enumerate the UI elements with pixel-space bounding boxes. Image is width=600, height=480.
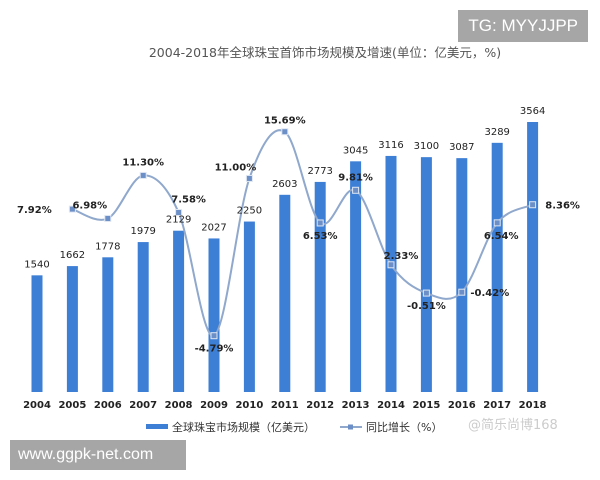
x-tick-2018: 2018 — [519, 400, 547, 411]
x-tick-2006: 2006 — [94, 400, 122, 411]
growth-label-2009: -4.79% — [195, 344, 234, 355]
x-tick-2013: 2013 — [342, 400, 370, 411]
growth-point-2006 — [104, 214, 112, 222]
x-tick-2007: 2007 — [129, 400, 157, 411]
bar-label-2014: 3116 — [378, 140, 403, 151]
growth-label-2010: 11.00% — [215, 162, 257, 173]
bar-2007 — [137, 242, 149, 392]
bar-2016 — [456, 158, 468, 392]
growth-label-2015: -0.51% — [407, 301, 446, 312]
growth-point-2008 — [175, 209, 183, 217]
x-tick-2014: 2014 — [377, 400, 405, 411]
growth-point-2016 — [458, 288, 466, 296]
bar-label-2006: 1778 — [95, 241, 120, 252]
bar-label-2005: 1662 — [60, 250, 85, 261]
growth-point-2017 — [493, 219, 501, 227]
growth-point-2014 — [387, 261, 395, 269]
bar-2012 — [314, 181, 326, 392]
growth-label-2007: 11.30% — [122, 157, 164, 168]
x-tick-2008: 2008 — [165, 400, 193, 411]
legend-bar-swatch — [146, 424, 168, 429]
growth-point-2015 — [422, 289, 430, 297]
watermark-bottom: www.ggpk-net.com — [10, 440, 186, 470]
growth-label-2017: 6.54% — [484, 231, 519, 242]
bar-2013 — [350, 161, 362, 392]
bar-2018 — [527, 122, 539, 392]
bar-label-2011: 2603 — [272, 179, 297, 190]
bar-2015 — [420, 157, 432, 392]
legend-line-marker — [348, 424, 353, 430]
growth-point-2005 — [68, 205, 76, 213]
bar-2011 — [279, 194, 291, 392]
watermark-source: @简乐尚博168 — [468, 418, 558, 433]
bar-2014 — [385, 155, 397, 392]
legend: 全球珠宝市场规模（亿美元） 同比增长（%） — [146, 420, 442, 434]
bar-label-2004: 1540 — [24, 259, 49, 270]
x-tick-2010: 2010 — [235, 400, 263, 411]
bar-2004 — [31, 275, 43, 392]
bar-label-2016: 3087 — [449, 142, 474, 153]
growth-point-2009 — [210, 332, 218, 340]
growth-point-2018 — [529, 201, 537, 209]
growth-label-2013: 9.81% — [338, 172, 373, 183]
x-tick-2016: 2016 — [448, 400, 476, 411]
bar-label-2018: 3564 — [520, 106, 545, 117]
growth-point-2007 — [139, 171, 147, 179]
growth-point-2010 — [245, 174, 253, 182]
growth-point-2011 — [281, 128, 289, 136]
x-tick-2005: 2005 — [58, 400, 86, 411]
watermark-top: TG: MYYJJPP — [458, 10, 588, 42]
growth-label-2018: 8.36% — [545, 201, 580, 212]
chart-title: 2004-2018年全球珠宝首饰市场规模及增速(单位：亿美元，%) — [149, 45, 501, 60]
bar-label-2012: 2773 — [307, 166, 332, 177]
bar-label-2017: 3289 — [484, 127, 509, 138]
growth-point-2013 — [352, 186, 360, 194]
growth-label-2005: 7.92% — [17, 205, 52, 216]
bar-2017 — [491, 142, 503, 392]
bar-2006 — [102, 257, 114, 392]
bar-label-2007: 1979 — [130, 226, 155, 237]
bar-label-2010: 2250 — [237, 206, 262, 217]
x-tick-2017: 2017 — [483, 400, 511, 411]
bar-2005 — [66, 266, 78, 392]
x-tick-2009: 2009 — [200, 400, 228, 411]
growth-point-2012 — [316, 219, 324, 227]
bar-label-2008: 2129 — [166, 215, 191, 226]
legend-bar-label: 全球珠宝市场规模（亿美元） — [172, 420, 315, 434]
x-tick-2004: 2004 — [23, 400, 51, 411]
bar-2008 — [173, 230, 185, 392]
x-tick-2011: 2011 — [271, 400, 299, 411]
bar-label-2013: 3045 — [343, 145, 368, 156]
growth-label-2012: 6.53% — [303, 231, 338, 242]
x-tick-2015: 2015 — [412, 400, 440, 411]
bar-2010 — [243, 221, 255, 392]
growth-label-2008: 7.58% — [171, 195, 206, 206]
growth-label-2011: 15.69% — [264, 116, 306, 127]
growth-label-2006: 6.98% — [72, 200, 107, 211]
bar-label-2015: 3100 — [414, 141, 439, 152]
bar-label-2009: 2027 — [201, 222, 226, 233]
growth-label-2014: 2.33% — [384, 251, 419, 262]
growth-label-2016: -0.42% — [470, 288, 509, 299]
bar-2009 — [208, 238, 220, 392]
x-tick-2012: 2012 — [306, 400, 334, 411]
growth-line — [72, 129, 534, 337]
legend-line-label: 同比增长（%） — [366, 420, 442, 434]
